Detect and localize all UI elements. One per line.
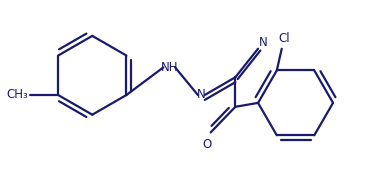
Text: N: N [259, 36, 267, 49]
Text: NH: NH [161, 61, 178, 74]
Text: O: O [202, 138, 212, 151]
Text: CH₃: CH₃ [7, 89, 29, 102]
Text: Cl: Cl [278, 32, 290, 45]
Text: N: N [197, 89, 205, 102]
